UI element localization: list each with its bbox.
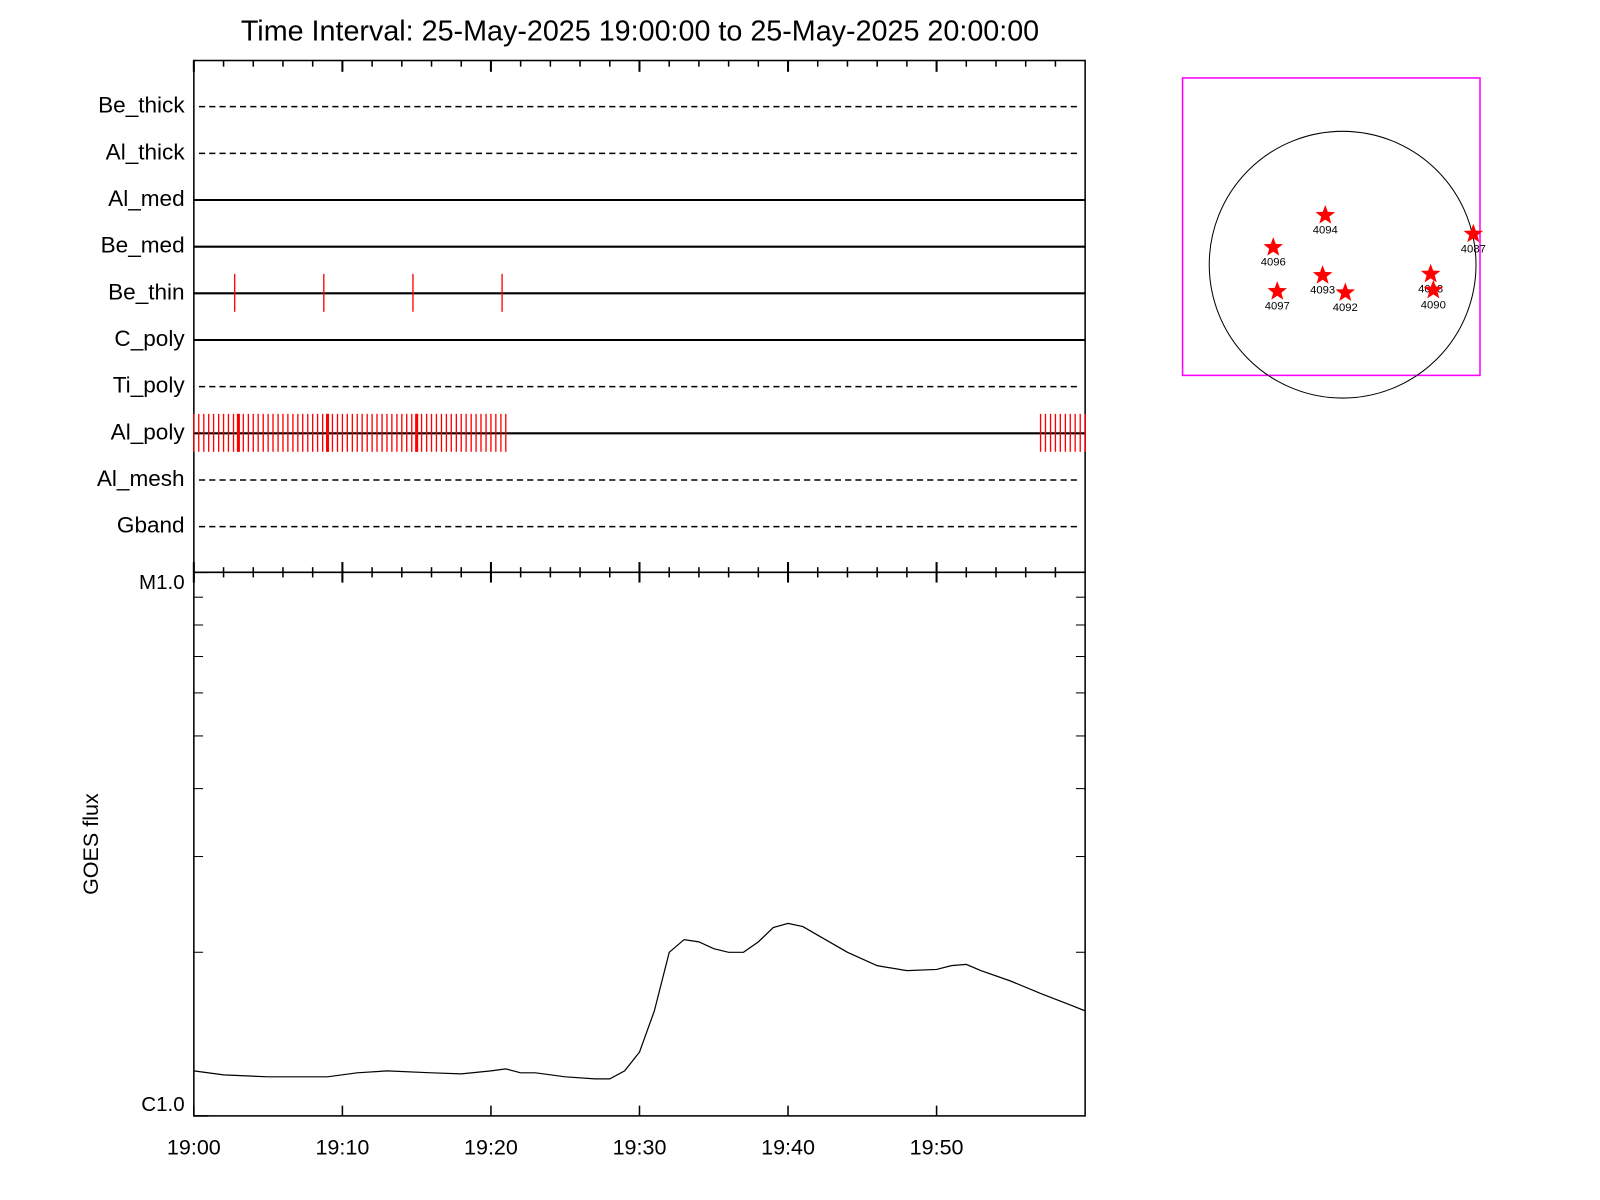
active-region-marker: [1315, 205, 1336, 224]
channel-label: Al_poly: [111, 419, 186, 444]
channel-label: Be_thin: [108, 279, 184, 304]
solar-disk: [1208, 130, 1477, 399]
channel-label: C_poly: [114, 326, 185, 351]
active-region-marker: [1267, 281, 1287, 300]
x-tick-label: 19:20: [464, 1135, 518, 1159]
x-tick-label: 19:40: [761, 1135, 815, 1159]
channel-label: Al_thick: [106, 139, 186, 164]
channel-label: Gband: [117, 513, 185, 538]
channel-label: Al_med: [108, 186, 184, 211]
x-tick-label: 19:00: [167, 1135, 221, 1159]
channel-label: Ti_poly: [113, 373, 186, 398]
active-region-label: 4096: [1261, 257, 1286, 269]
active-region-marker: [1420, 263, 1441, 283]
x-tick-label: 19:30: [613, 1135, 667, 1159]
active-region-label: 4090: [1421, 299, 1446, 311]
x-tick-label: 19:50: [910, 1135, 964, 1159]
active-region-label: 4092: [1333, 302, 1358, 314]
active-region-label: 4097: [1265, 301, 1290, 313]
y-tick-label: C1.0: [141, 1093, 184, 1116]
active-region-marker: [1423, 279, 1444, 299]
goes-line: [193, 922, 1086, 1080]
active-region-label: 4093: [1310, 285, 1335, 297]
x-tick-label: 19:10: [315, 1135, 369, 1159]
fov-frame: [1181, 77, 1481, 377]
active-region-marker: [1335, 282, 1356, 302]
active-region-label: 4087: [1461, 243, 1486, 255]
y-axis-label: GOES flux: [79, 793, 103, 895]
active-region-marker: [1312, 265, 1333, 284]
channel-label: Al_mesh: [97, 466, 185, 491]
active-region-marker: [1463, 223, 1484, 243]
channel-label: Be_thick: [98, 93, 185, 118]
active-region-marker: [1263, 237, 1283, 256]
channel-label: Be_med: [101, 233, 185, 258]
y-tick-label: M1.0: [139, 571, 185, 594]
active-region-label: 4094: [1313, 225, 1338, 237]
chart-title: Time Interval: 25-May-2025 19:00:00 to 2…: [241, 15, 1039, 47]
